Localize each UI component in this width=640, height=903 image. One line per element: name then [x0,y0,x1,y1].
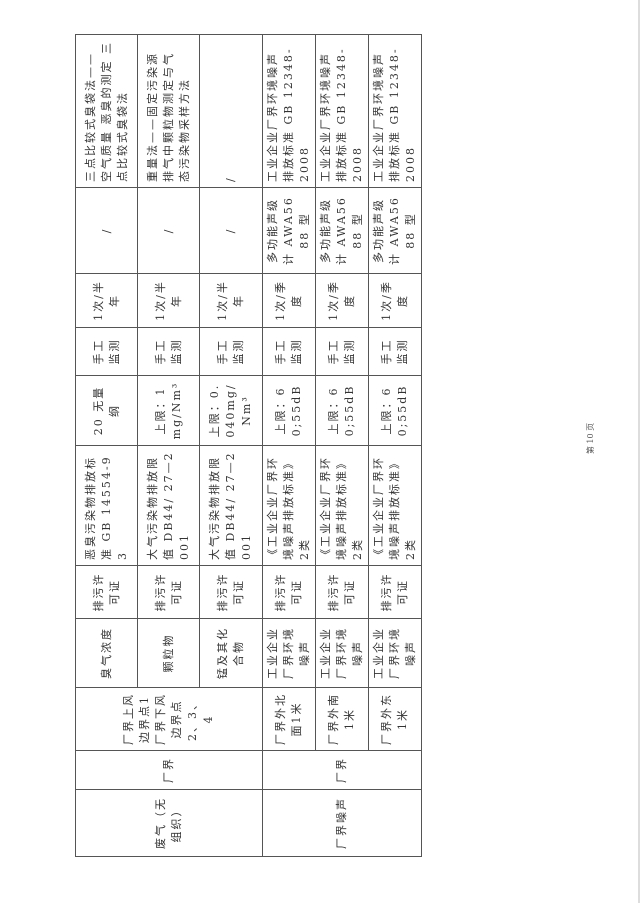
indicator-cell: 臭气浓度 [75,618,138,688]
basis-cell: 排污许可证 [262,565,316,619]
indicator-cell: 锰及其化合物 [199,618,263,688]
limit-cell: 20 无量纲 [75,375,138,446]
point-cell: 厂界外北面1米 [262,687,316,751]
analysis-cell: 工业企业厂界环境噪声排放标准 GB 12348-2008 [315,34,369,188]
limit-cell: 上限：0.040mg/Nm³ [199,375,263,446]
basis-cell: 排污许可证 [137,565,200,619]
limit-cell: 上限：1mg/Nm³ [137,375,200,446]
page-number: 第 10 页 [586,422,596,455]
point-cell: 厂界外东1米 [368,687,422,751]
table-row: 厂界外南1米 工业企业厂界环境噪声 排污许可证 《工业企业厂界环境噪声排放标准》… [315,34,369,857]
standard-cell: 《工业企业厂界环境噪声排放标准》2类 [315,445,369,566]
basis-cell: 排污许可证 [368,565,422,619]
basis-cell: 排污许可证 [75,565,138,619]
analysis-cell: 工业企业厂界环境噪声排放标准 GB 12348-2008 [368,34,422,188]
limit-cell: 上限：60;55dB [368,375,422,446]
page-edge [638,0,640,903]
method-cell: 手工监测 [137,327,200,376]
limit-cell: 上限：60;55dB [262,375,316,446]
method-cell: 手工监测 [199,327,263,376]
instrument-cell: 多功能声级计 AWA5688 型 [262,187,316,274]
table-row: 厂界噪声 厂界 厂界外北面1米 工业企业厂界环境噪声 排污许可证 《工业企业厂界… [262,34,422,857]
standard-cell: 恶臭污染物排放标准 GB 14554-93 [75,445,138,566]
location-cell: 厂界 [262,750,422,790]
monitoring-table: 废气（无组织） 厂界 厂界上风边界点1 厂界下风边界点2、3、4 臭气浓度 排污… [75,34,422,857]
basis-cell: 排污许可证 [199,565,263,619]
frequency-cell: 1次/季度 [368,273,422,328]
analysis-cell: 工业企业厂界环境噪声排放标准 GB 12348-2008 [262,34,316,188]
frequency-cell: 1次/半年 [199,273,263,328]
instrument-cell: 多功能声级计 AWA5688 型 [368,187,422,274]
instrument-cell: / [137,187,200,274]
table-row: 废气（无组织） 厂界 厂界上风边界点1 厂界下风边界点2、3、4 臭气浓度 排污… [75,34,263,857]
method-cell: 手工监测 [75,327,138,376]
frequency-cell: 1次/季度 [262,273,316,328]
instrument-cell: / [199,187,263,274]
standard-cell: 《工业企业厂界环境噪声排放标准》2类 [368,445,422,566]
basis-cell: 排污许可证 [315,565,369,619]
standard-cell: 大气污染物排放限值 DB44/ 27—2001 [137,445,200,566]
indicator-cell: 工业企业厂界环境噪声 [368,618,422,688]
method-cell: 手工监测 [262,327,316,376]
category-cell: 废气（无组织） [75,789,263,857]
indicator-cell: 工业企业厂界环境噪声 [262,618,316,688]
table-row: 厂界外东1米 工业企业厂界环境噪声 排污许可证 《工业企业厂界环境噪声排放标准》… [368,34,422,857]
standard-cell: 大气污染物排放限值 DB44/ 27—2001 [199,445,263,566]
point-cell: 厂界上风边界点1 厂界下风边界点2、3、4 [75,687,263,751]
instrument-cell: / [75,187,138,274]
method-cell: 手工监测 [315,327,369,376]
limit-cell: 上限：60;55dB [315,375,369,446]
category-cell: 厂界噪声 [262,789,422,857]
instrument-cell: 多功能声级计 AWA5688 型 [315,187,369,274]
analysis-cell: 三点比较式臭袋法——空气质量 恶臭的测定 三点比较式臭袋法 [75,34,138,188]
location-cell: 厂界 [75,750,263,790]
indicator-cell: 工业企业厂界环境噪声 [315,618,369,688]
analysis-cell: / [199,34,263,188]
standard-cell: 《工业企业厂界环境噪声排放标准》2类 [262,445,316,566]
indicator-cell: 颗粒物 [137,618,200,688]
monitoring-table-rotated: 废气（无组织） 厂界 厂界上风边界点1 厂界下风边界点2、3、4 臭气浓度 排污… [75,34,422,857]
point-cell: 厂界外南1米 [315,687,369,751]
frequency-cell: 1次/半年 [137,273,200,328]
analysis-cell: 重量法——固定污染源排气中颗粒物测定与气态污染物采样方法 [137,34,200,188]
method-cell: 手工监测 [368,327,422,376]
frequency-cell: 1次/半年 [75,273,138,328]
frequency-cell: 1次/季度 [315,273,369,328]
